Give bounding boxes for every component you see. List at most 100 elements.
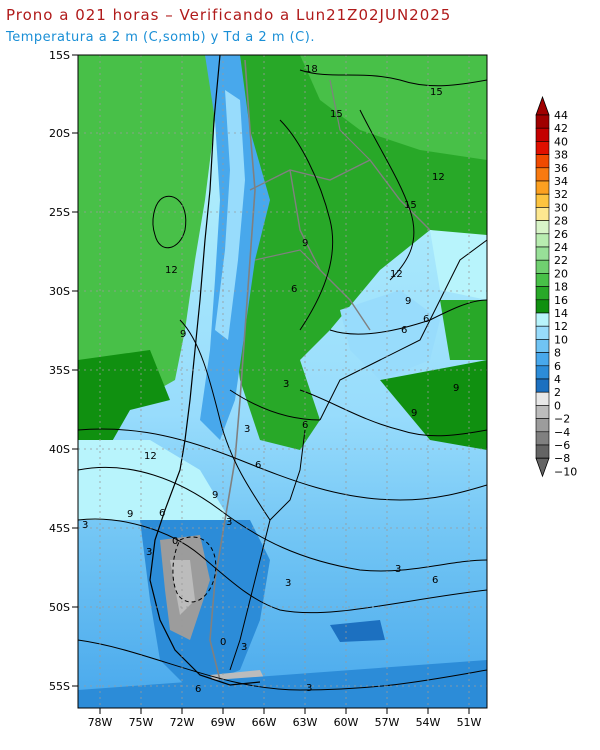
atlantic-green-patch-south: [380, 360, 487, 450]
lon-tick-label: 75W: [129, 716, 154, 729]
contour-label: 9: [127, 509, 133, 520]
contour-label: 6: [423, 314, 429, 325]
colorbar-level-label: 12: [554, 320, 568, 333]
lat-tick-label: 35S: [49, 364, 70, 377]
andes-inner-strip: [215, 90, 245, 340]
patagonia-zero-region: [170, 560, 195, 615]
colorbar-swatch: [535, 141, 550, 155]
contour-line-4: [299, 389, 487, 437]
colorbar-swatch: [535, 312, 550, 327]
map-title: Prono a 021 horas – Verificando a Lun21Z…: [6, 6, 452, 24]
contour-line-10: [179, 319, 271, 521]
colorbar-level-label: 34: [554, 175, 568, 188]
colorbar-swatch: [535, 114, 550, 129]
lat-axis: 15S 20S 25S 30S 35S 40S 45S 50S 55S: [49, 49, 78, 693]
contour-label: 9: [302, 238, 308, 249]
contour-label: 9: [453, 383, 459, 394]
contour-label: 3: [283, 379, 289, 390]
colorbar-level-label: 44: [554, 109, 568, 122]
contour-label: 15: [430, 87, 443, 98]
lon-tick-label: 57W: [375, 716, 400, 729]
colorbar-level-label: 24: [554, 241, 568, 254]
contour-line-5: [329, 299, 487, 335]
map-subtitle: Temperatura a 2 m (C,somb) y Td a 2 m (C…: [6, 30, 315, 45]
contour-label: 6: [159, 508, 165, 519]
pacific-cool-region: [78, 440, 230, 520]
colorbar-swatch: [535, 431, 550, 446]
colorbar-swatch: [535, 193, 550, 208]
colorbar-swatch: [535, 154, 550, 169]
map-frame: [77, 54, 488, 709]
atlantic-coastline: [229, 429, 306, 671]
colorbar-level-label: 36: [554, 162, 568, 175]
colorbar-swatch: [535, 273, 550, 287]
colorbar-level-label: −4: [554, 426, 570, 439]
colorbar-level-label: 20: [554, 267, 568, 280]
contour-label: 6: [401, 325, 407, 336]
colorbar-level-label: 22: [554, 254, 568, 267]
colorbar-level-label: 2: [554, 386, 561, 399]
colorbar-swatch: [535, 339, 550, 353]
contour-label: 12: [390, 269, 403, 280]
colorbar-level-label: −2: [554, 413, 570, 426]
map-plot-area: 18 15 15 12 15 12 9 12 9 6 6 6 9 3 9 3 6…: [78, 55, 487, 708]
lon-tick-label: 63W: [293, 716, 318, 729]
country-border-north: [249, 159, 431, 231]
lat-tick-label: 20S: [49, 127, 70, 140]
contour-line-1: [78, 518, 487, 614]
atlantic-patch-north: [430, 230, 487, 300]
graticule: [78, 55, 487, 708]
country-border-bolivia: [329, 79, 371, 161]
colorbar-swatch: [535, 246, 550, 261]
country-border-andes: [209, 59, 256, 681]
contour-label: 6: [432, 575, 438, 586]
colorbar-swatch: [535, 405, 550, 419]
lon-axis: 78W 75W 72W 69W 66W 63W 60W 57W 54W 51W: [88, 708, 482, 729]
lon-tick-label: 60W: [334, 716, 359, 729]
malvinas-cold-region: [330, 620, 385, 642]
contour-line-6: [78, 639, 487, 691]
colorbar-level-label: −10: [554, 465, 577, 478]
lat-tick-label: 40S: [49, 443, 70, 456]
colorbar-swatch: [535, 444, 550, 459]
contour-label: 18: [305, 64, 318, 75]
contour-label: 3: [241, 642, 247, 653]
southern-ocean-region: [78, 660, 487, 708]
contour-label: 15: [404, 200, 417, 211]
contour-label: 6: [255, 460, 261, 471]
contour-line-12: [172, 536, 217, 603]
colorbar-level-label: 30: [554, 201, 568, 214]
lat-tick-label: 50S: [49, 601, 70, 614]
contour-label: 6: [291, 284, 297, 295]
contour-label: 0: [172, 536, 178, 547]
colorbar: 4442403836343230282624222018161412108642…: [535, 95, 577, 478]
contour-label: 9: [212, 490, 218, 501]
lon-tick-label: 66W: [252, 716, 277, 729]
colorbar-swatch: [535, 299, 550, 314]
contour-line-9: [152, 195, 187, 248]
colorbar-swatch: [535, 378, 550, 393]
lat-tick-label: 15S: [49, 49, 70, 62]
colorbar-swatch: [535, 127, 550, 142]
contour-label: 3: [244, 424, 250, 435]
contour-label: 9: [411, 408, 417, 419]
colorbar-swatch: [535, 207, 550, 221]
colorbar-swatch: [535, 180, 550, 195]
colorbar-level-label: 18: [554, 281, 568, 294]
contour-line-2: [78, 466, 487, 572]
contour-label: 3: [285, 578, 291, 589]
lon-tick-label: 54W: [416, 716, 441, 729]
colorbar-level-label: 40: [554, 135, 568, 148]
contour-label: 12: [144, 451, 157, 462]
colorbar-swatch: [535, 352, 550, 367]
contour-label: 6: [195, 684, 201, 695]
colorbar-swatch: [535, 391, 550, 406]
contour-line-13: [299, 69, 487, 87]
colorbar-bottom-arrow: [535, 457, 550, 478]
colorbar-swatch: [535, 233, 550, 248]
contour-label: 12: [165, 265, 178, 276]
colorbar-level-label: 28: [554, 215, 568, 228]
contour-lines: [78, 69, 487, 691]
contour-label: 0: [220, 637, 226, 648]
